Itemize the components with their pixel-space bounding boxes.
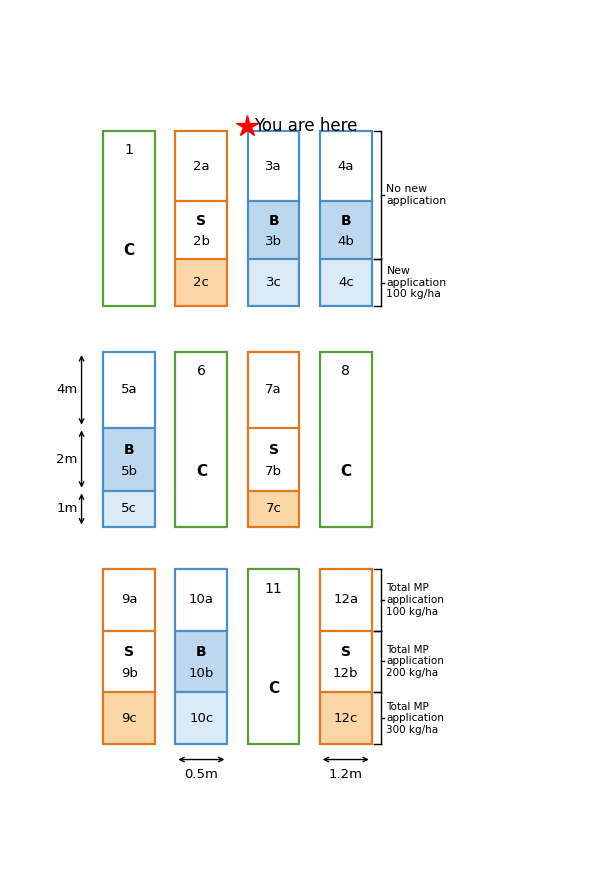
- Text: 4a: 4a: [337, 160, 354, 173]
- Bar: [176, 352, 227, 527]
- Text: C: C: [268, 681, 279, 696]
- Text: 10b: 10b: [189, 667, 214, 680]
- Bar: [176, 569, 227, 745]
- Text: B: B: [340, 214, 351, 228]
- Text: Total MP
application
200 kg/ha: Total MP application 200 kg/ha: [386, 645, 444, 678]
- Text: S: S: [196, 214, 207, 228]
- Text: 5b: 5b: [121, 466, 138, 478]
- Text: B: B: [268, 214, 279, 228]
- Bar: [320, 131, 372, 201]
- Bar: [248, 259, 300, 306]
- Bar: [176, 631, 227, 692]
- Text: 12a: 12a: [333, 593, 358, 607]
- Bar: [103, 631, 155, 692]
- Text: C: C: [196, 464, 207, 479]
- Text: You are here: You are here: [254, 117, 357, 136]
- Text: S: S: [269, 442, 279, 457]
- Text: No new
application: No new application: [386, 185, 447, 206]
- Text: 2c: 2c: [193, 277, 210, 289]
- Bar: [248, 131, 300, 306]
- Text: 3b: 3b: [265, 235, 282, 248]
- Text: 11: 11: [264, 582, 282, 596]
- Bar: [103, 569, 155, 631]
- Bar: [176, 131, 227, 201]
- Bar: [248, 352, 300, 427]
- Text: B: B: [196, 645, 207, 659]
- Text: 4b: 4b: [337, 235, 354, 248]
- Bar: [176, 131, 227, 306]
- Text: 2m: 2m: [57, 452, 78, 466]
- Bar: [248, 201, 300, 259]
- Bar: [320, 631, 372, 692]
- Text: S: S: [341, 645, 351, 659]
- Text: 7a: 7a: [265, 384, 282, 396]
- Text: 1: 1: [125, 144, 134, 157]
- Bar: [320, 569, 372, 745]
- Bar: [320, 692, 372, 745]
- Bar: [103, 131, 155, 306]
- Text: 4m: 4m: [57, 384, 78, 396]
- Bar: [320, 352, 372, 527]
- Text: 10a: 10a: [189, 593, 214, 607]
- Text: 2a: 2a: [193, 160, 210, 173]
- Text: 12c: 12c: [334, 712, 358, 724]
- Text: 1.2m: 1.2m: [329, 768, 363, 780]
- Bar: [103, 352, 155, 427]
- Bar: [320, 201, 372, 259]
- Text: B: B: [124, 442, 134, 457]
- Text: 12b: 12b: [333, 667, 359, 680]
- Text: 8: 8: [341, 365, 350, 378]
- Text: 7b: 7b: [265, 466, 282, 478]
- Text: 9a: 9a: [121, 593, 137, 607]
- Bar: [176, 692, 227, 745]
- Text: Total MP
application
300 kg/ha: Total MP application 300 kg/ha: [386, 701, 444, 735]
- Text: 7c: 7c: [266, 502, 282, 516]
- Bar: [103, 569, 155, 745]
- Text: C: C: [340, 464, 351, 479]
- Text: 6: 6: [197, 365, 206, 378]
- Bar: [103, 427, 155, 491]
- Text: 9c: 9c: [121, 712, 137, 724]
- Bar: [248, 131, 300, 201]
- Text: 5a: 5a: [121, 384, 137, 396]
- Text: Total MP
application
100 kg/ha: Total MP application 100 kg/ha: [386, 583, 444, 616]
- Text: 5c: 5c: [121, 502, 137, 516]
- Bar: [248, 569, 300, 745]
- Bar: [248, 352, 300, 527]
- Text: 10c: 10c: [189, 712, 214, 724]
- Bar: [320, 259, 372, 306]
- Bar: [248, 491, 300, 527]
- Bar: [320, 569, 372, 631]
- Bar: [176, 569, 227, 631]
- Bar: [248, 427, 300, 491]
- Bar: [103, 352, 155, 527]
- Bar: [103, 491, 155, 527]
- Text: 3c: 3c: [266, 277, 282, 289]
- Bar: [320, 131, 372, 306]
- Text: New
application
100 kg/ha: New application 100 kg/ha: [386, 266, 447, 299]
- Text: 1m: 1m: [57, 502, 78, 516]
- Text: S: S: [124, 645, 134, 659]
- Text: 4c: 4c: [338, 277, 353, 289]
- Bar: [103, 692, 155, 745]
- Bar: [176, 201, 227, 259]
- Text: 3a: 3a: [265, 160, 282, 173]
- Text: 9b: 9b: [121, 667, 138, 680]
- Text: C: C: [124, 243, 135, 258]
- Text: 2b: 2b: [193, 235, 210, 248]
- Text: 0.5m: 0.5m: [184, 768, 219, 780]
- Bar: [176, 259, 227, 306]
